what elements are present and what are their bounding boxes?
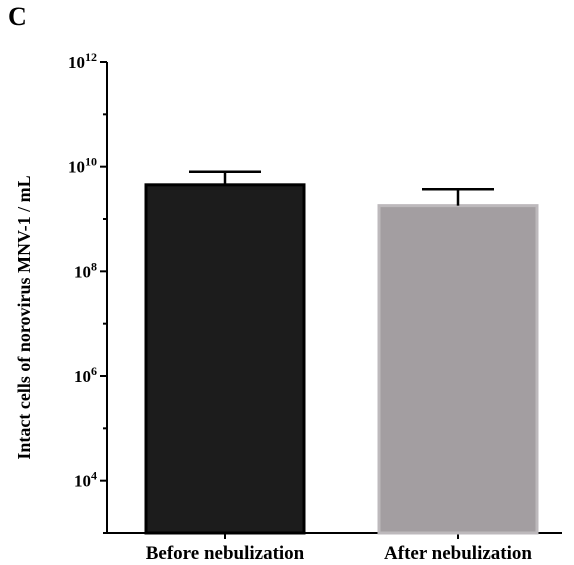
bars — [144, 183, 539, 535]
y-tick-label: 106 — [74, 364, 97, 386]
y-tick-label: 1010 — [68, 155, 97, 177]
x-category-label: Before nebulization — [146, 543, 305, 564]
y-tick-label: 104 — [74, 469, 97, 491]
y-tick-label: 108 — [74, 259, 97, 281]
bar-before-nebulization — [144, 183, 306, 535]
panel-label: C — [8, 2, 27, 31]
y-axis — [100, 61, 108, 534]
y-axis-title: Intact cells of norovirus MNV-1 / mL — [14, 175, 34, 459]
error-bars — [189, 170, 494, 206]
y-tick-label: 1012 — [68, 50, 97, 72]
labels: 104 106 108 1010 1012 Before nebulization Afte… — [14, 50, 532, 564]
x-category-label: After nebulization — [384, 543, 532, 564]
bar-after-nebulization — [377, 204, 539, 535]
